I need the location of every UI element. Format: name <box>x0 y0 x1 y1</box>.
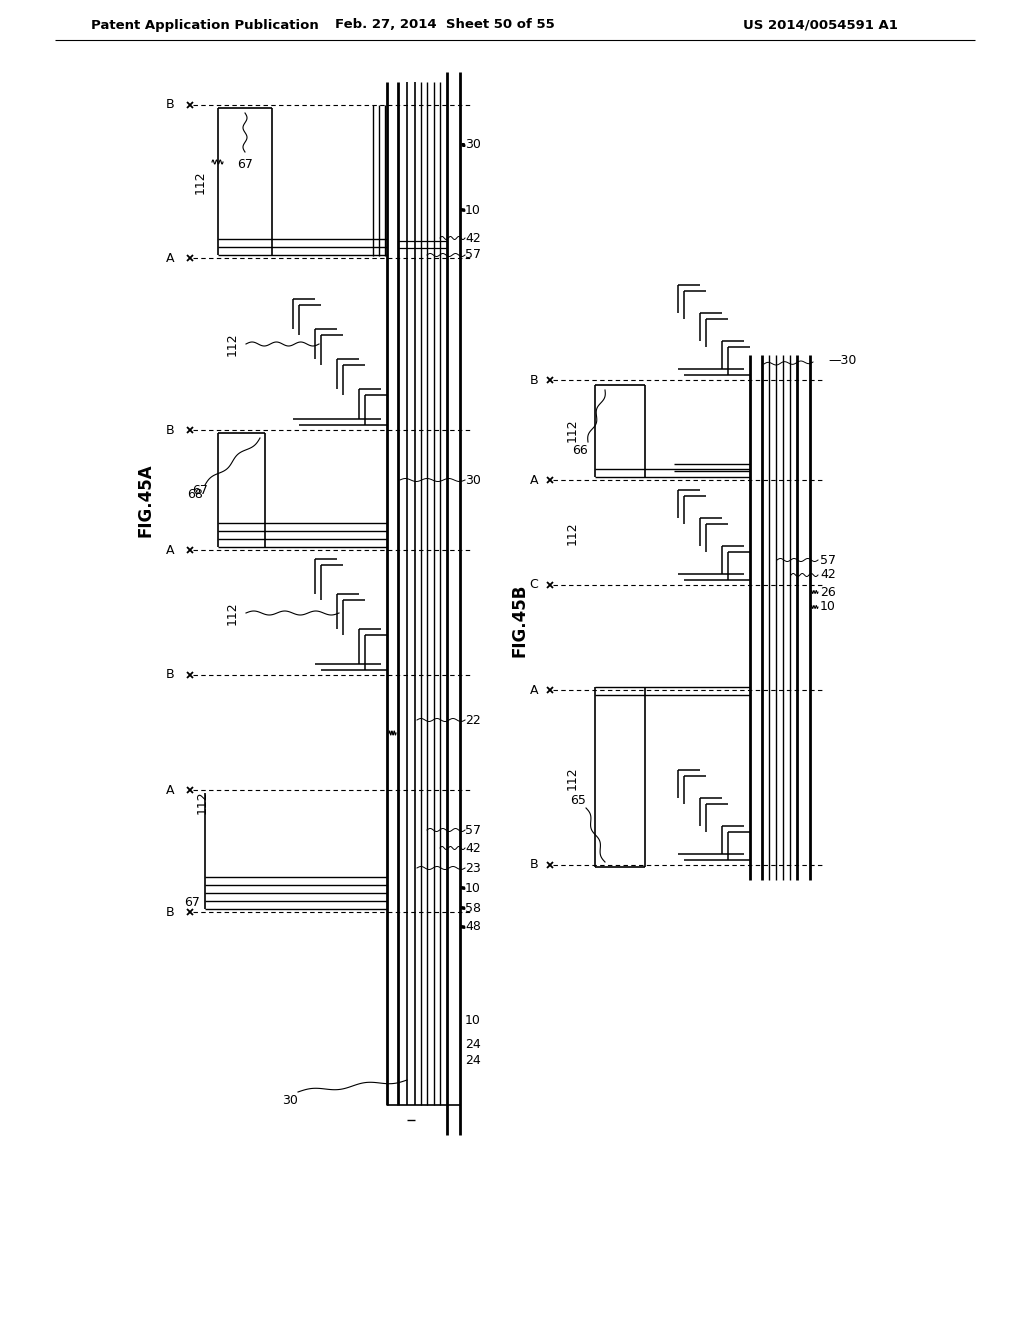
Text: 112: 112 <box>565 418 579 442</box>
Text: A: A <box>529 684 539 697</box>
Text: B: B <box>166 424 174 437</box>
Text: B: B <box>166 906 174 919</box>
Text: 112: 112 <box>194 170 207 194</box>
Text: 26: 26 <box>820 586 836 598</box>
Text: A: A <box>166 784 174 796</box>
Text: 112: 112 <box>565 521 579 545</box>
Text: 22: 22 <box>465 714 481 726</box>
Text: 23: 23 <box>465 862 481 874</box>
Text: 67: 67 <box>184 895 200 908</box>
Text: 57: 57 <box>465 824 481 837</box>
Text: 42: 42 <box>820 569 836 582</box>
Text: 42: 42 <box>465 842 481 854</box>
Text: 24: 24 <box>465 1053 481 1067</box>
Text: 58: 58 <box>465 902 481 915</box>
Text: 112: 112 <box>196 791 209 814</box>
Text: 10: 10 <box>465 1014 481 1027</box>
Text: 30: 30 <box>465 474 481 487</box>
Text: B: B <box>166 99 174 111</box>
Text: 112: 112 <box>225 601 239 624</box>
Text: 67: 67 <box>193 483 208 496</box>
Text: A: A <box>529 474 539 487</box>
Text: B: B <box>529 858 539 871</box>
Text: FIG.45A: FIG.45A <box>136 463 154 537</box>
Text: A: A <box>166 544 174 557</box>
Text: A: A <box>166 252 174 264</box>
Text: 10: 10 <box>465 203 481 216</box>
Text: US 2014/0054591 A1: US 2014/0054591 A1 <box>742 18 897 32</box>
Text: FIG.45B: FIG.45B <box>511 583 529 656</box>
Text: 10: 10 <box>820 601 836 614</box>
Text: 112: 112 <box>565 766 579 789</box>
Text: Patent Application Publication: Patent Application Publication <box>91 18 318 32</box>
Text: C: C <box>529 578 539 591</box>
Text: B: B <box>166 668 174 681</box>
Text: 24: 24 <box>465 1038 481 1051</box>
Text: 48: 48 <box>465 920 481 933</box>
Text: 42: 42 <box>465 231 481 244</box>
Text: 112: 112 <box>225 333 239 356</box>
Text: 68: 68 <box>187 488 203 502</box>
Text: B: B <box>529 374 539 387</box>
Text: 65: 65 <box>570 793 586 807</box>
Text: Feb. 27, 2014  Sheet 50 of 55: Feb. 27, 2014 Sheet 50 of 55 <box>335 18 555 32</box>
Text: 10: 10 <box>465 882 481 895</box>
Text: 66: 66 <box>572 444 588 457</box>
Text: 30: 30 <box>282 1093 298 1106</box>
Text: 57: 57 <box>465 248 481 261</box>
Text: 30: 30 <box>465 139 481 152</box>
Text: 67: 67 <box>238 158 253 172</box>
Text: 57: 57 <box>820 553 836 566</box>
Text: —30: —30 <box>828 354 856 367</box>
